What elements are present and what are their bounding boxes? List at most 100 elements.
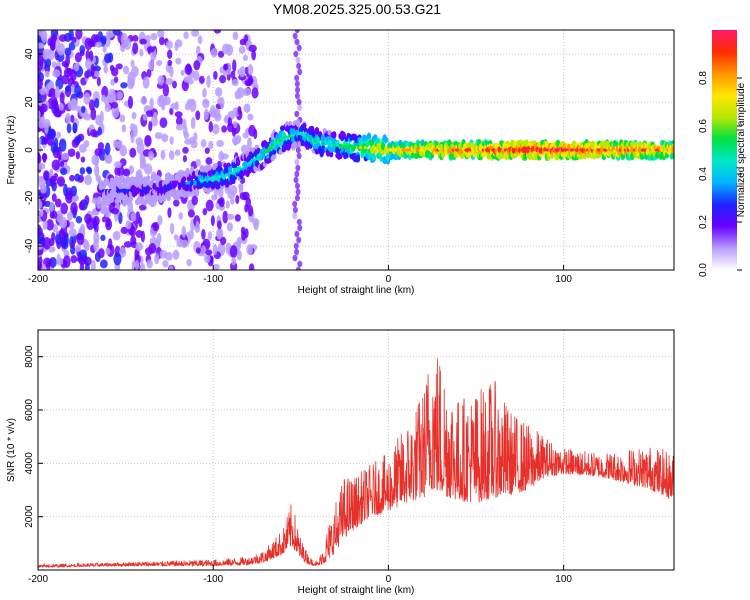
spectrogram-noise-blob	[197, 35, 203, 45]
spectrogram-ridge-cell	[182, 176, 187, 182]
spectrogram-noise-blob	[173, 199, 180, 207]
spectrogram-noise-blob	[68, 41, 76, 51]
spectrogram-interference-blob	[296, 152, 302, 160]
spectrogram-noise-blob	[232, 121, 238, 129]
spectrogram-ridge-cell	[125, 198, 130, 206]
spectrogram-noise-blob	[193, 132, 198, 142]
spectrogram-noise-blob	[138, 216, 143, 228]
spectrogram-noise-blob	[120, 43, 126, 53]
spectrogram-noise-blob	[169, 222, 175, 235]
spectrogram-noise-blob	[246, 137, 252, 150]
spectrogram-noise-blob	[71, 196, 77, 204]
spectrogram-ytick-label: 40	[24, 48, 35, 60]
spectrogram-noise-blob	[99, 110, 104, 124]
spectrogram-noise-blob	[99, 259, 108, 269]
spectrogram-interference-blob	[294, 194, 300, 202]
spectrogram-noise-blob	[123, 241, 133, 248]
spectrogram-noise-blob	[210, 48, 218, 58]
spectrogram-noise-blob	[238, 184, 244, 195]
spectrogram-noise-blob	[84, 174, 92, 186]
spectrogram-noise-blob	[43, 170, 50, 181]
spectrogram-noise-blob	[156, 60, 163, 67]
spectrogram-interference-blob	[295, 266, 301, 270]
spectrogram-noise-blob	[217, 50, 225, 58]
spectrogram-interference-blob	[296, 98, 302, 106]
colorbar-tick-label: 0.4	[698, 167, 709, 181]
spectrogram-noise-blob	[208, 140, 214, 150]
spectrogram-noise-blob	[132, 42, 139, 55]
spectrogram-noise-blob	[235, 134, 242, 144]
spectrogram-noise-blob	[202, 208, 208, 216]
spectrogram-noise-blob	[193, 60, 201, 71]
spectrogram-noise-blob	[50, 141, 58, 154]
spectrogram-noise-blob	[74, 52, 82, 63]
spectrogram-noise-blob	[169, 66, 174, 78]
spectrogram-noise-blob	[49, 211, 55, 219]
snr-xtick-label: -200	[28, 574, 48, 585]
spectrogram-noise-blob	[200, 139, 207, 148]
spectrogram-noise-blob	[79, 261, 85, 270]
spectrogram-interference-blob	[292, 212, 298, 220]
spectrogram-noise-blob	[120, 82, 128, 89]
spectrogram-noise-blob	[172, 80, 177, 89]
spectrogram-noise-blob	[65, 113, 71, 124]
spectrogram-noise-blob	[183, 31, 189, 40]
spectrogram-noise-blob	[115, 63, 123, 70]
spectrogram-noise-blob	[231, 79, 239, 87]
snr-ytick-label: 2000	[24, 505, 35, 528]
spectrogram-noise-blob	[114, 161, 122, 169]
spectrogram-interference-blob	[294, 92, 300, 100]
spectrogram-interference-blob	[293, 176, 299, 184]
spectrogram-interference-blob	[294, 74, 300, 82]
spectrogram-noise-blob	[62, 255, 71, 268]
spectrogram-noise-blob	[206, 75, 211, 88]
spectrogram-noise-blob	[130, 59, 135, 68]
spectrogram-noise-blob	[142, 76, 150, 89]
spectrogram-noise-blob	[225, 200, 230, 209]
spectrogram-interference-blob	[292, 254, 298, 262]
spectrogram-noise-blob	[239, 38, 247, 46]
spectrogram-ridge-cell	[292, 141, 298, 149]
spectrogram-noise-blob	[229, 245, 238, 259]
spectrogram-noise-blob	[49, 168, 54, 179]
spectrogram-noise-blob	[113, 76, 119, 83]
spectrogram-noise-blob	[169, 107, 174, 115]
spectrogram-noise-blob	[84, 37, 93, 51]
spectrogram-noise-blob	[154, 132, 163, 140]
spectrogram-ytick-label: 0	[24, 147, 35, 153]
spectrogram-interference-blob	[296, 236, 302, 244]
spectrogram-noise-blob	[74, 85, 82, 98]
spectrogram-noise-blob	[198, 75, 205, 84]
spectrogram-noise-blob	[105, 30, 114, 39]
spectrogram-noise-blob	[203, 108, 209, 120]
spectrogram-ridge-cell	[332, 131, 337, 139]
spectrogram-noise-blob	[225, 44, 234, 56]
spectrogram-noise-blob	[202, 88, 207, 98]
spectrogram-noise-blob	[242, 54, 248, 62]
spectrogram-noise-blob	[218, 197, 225, 208]
spectrogram-noise-blob	[38, 243, 44, 250]
spectrogram-noise-blob	[119, 114, 126, 123]
spectrogram-noise-blob	[97, 142, 105, 150]
spectrogram-noise-blob	[38, 224, 42, 232]
spectrogram-noise-blob	[48, 246, 56, 253]
spectrogram-noise-blob	[143, 163, 153, 175]
spectrogram-noise-blob	[61, 240, 69, 250]
spectrogram-ridge-cell	[235, 158, 241, 167]
spectrogram-noise-blob	[148, 121, 153, 132]
spectrogram-noise-blob	[84, 213, 92, 224]
spectrogram-noise-blob	[130, 212, 137, 222]
spectrogram-noise-blob	[90, 107, 97, 121]
spectrogram-noise-blob	[170, 102, 178, 110]
spectrogram-ridge-cell	[278, 140, 283, 147]
spectrogram-noise-blob	[152, 221, 160, 232]
spectrogram-noise-blob	[247, 64, 254, 76]
spectrogram-interference-blob	[295, 56, 301, 64]
spectrogram-noise-blob	[122, 65, 130, 75]
spectrogram-noise-blob	[38, 230, 42, 237]
spectrogram-noise-blob	[121, 124, 127, 133]
spectrogram-noise-blob	[247, 113, 254, 121]
colorbar-gradient	[712, 30, 737, 270]
spectrogram-noise-blob	[93, 231, 100, 245]
